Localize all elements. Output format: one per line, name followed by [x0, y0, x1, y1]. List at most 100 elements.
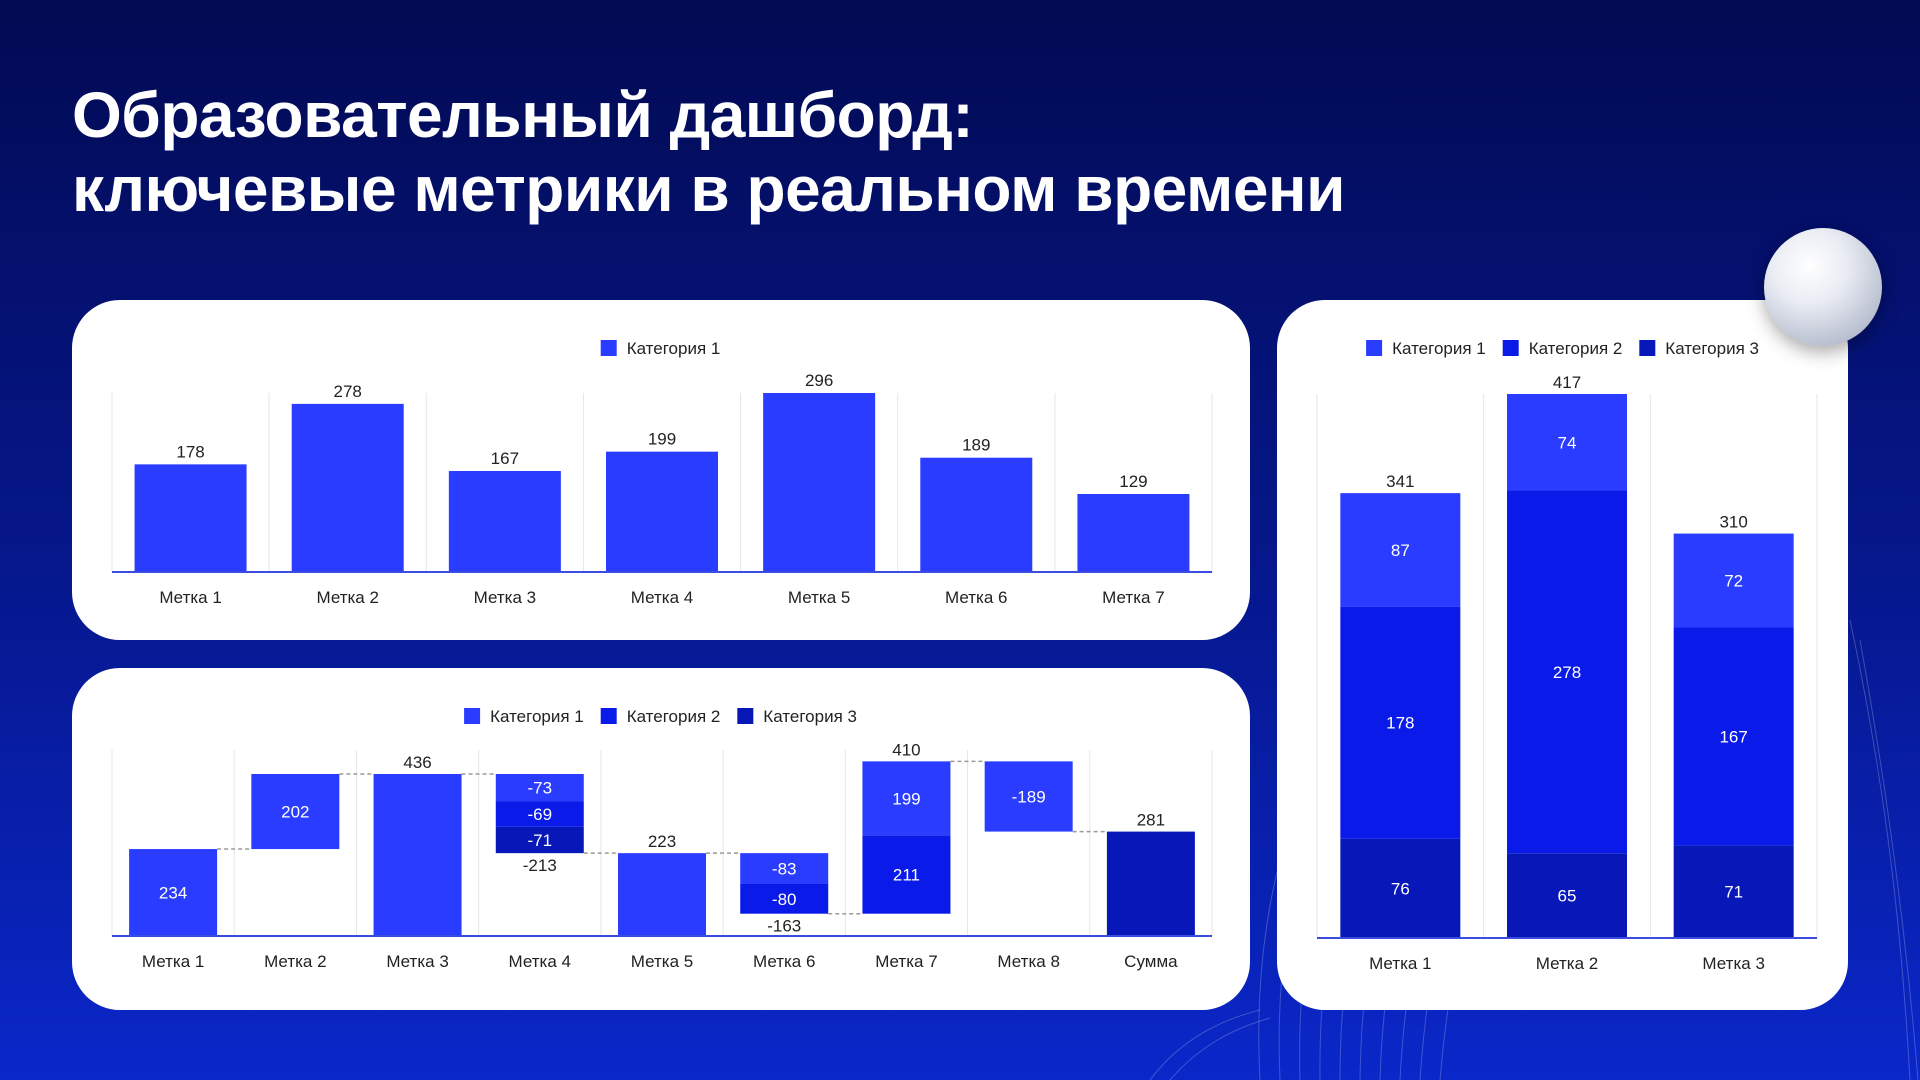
legend-label: Категория 1 — [1392, 339, 1486, 358]
bar-value-label: 296 — [805, 371, 833, 390]
stacked-bar-segment — [1507, 853, 1627, 938]
waterfall-chart: Категория 1 Категория 2 Категория 3 234 Метк… — [111, 707, 1213, 971]
stacked-chart-card: Категория 1 Категория 2 Категория 3 76 178 87… — [1277, 300, 1848, 1010]
segment-value-label: 234 — [159, 884, 187, 903]
x-tick-label: Метка 6 — [753, 952, 815, 971]
bar-total-label: 436 — [403, 753, 431, 772]
x-tick-label: Метка 1 — [1369, 954, 1431, 973]
bar-value-label: 189 — [962, 436, 990, 455]
bar-chart: Категория 1 178 Метка 1 278 Метка 2 167 Метка … — [111, 339, 1213, 607]
legend-swatch — [1502, 340, 1519, 356]
segment-value-label: 71 — [1724, 883, 1743, 902]
segment-value-label: 74 — [1558, 433, 1577, 452]
legend-swatch — [600, 708, 617, 724]
segment-value-label: -73 — [527, 779, 552, 798]
bar-delta-label: -213 — [523, 856, 557, 875]
legend-swatch — [1639, 340, 1656, 356]
segment-value-label: -69 — [527, 805, 552, 824]
waterfall-total-bar — [1106, 831, 1195, 936]
segment-value-label: 202 — [281, 803, 309, 822]
waterfall-bar-segment — [740, 883, 829, 914]
segment-value-label: 72 — [1724, 572, 1743, 591]
segment-value-label: -189 — [1012, 787, 1046, 806]
waterfall-bar-segment — [740, 853, 829, 884]
waterfall-total-bar — [373, 774, 462, 936]
x-tick-label: Метка 6 — [945, 588, 1007, 607]
legend-label: Категория 1 — [490, 707, 584, 726]
stacked-bar-segment — [1507, 490, 1627, 854]
stacked-bar-segment — [1340, 606, 1461, 839]
bar-total-label: 310 — [1719, 513, 1747, 532]
stacked-bar-segment — [1673, 627, 1794, 846]
segment-value-label: 87 — [1391, 541, 1410, 560]
waterfall-bar-segment — [495, 826, 584, 854]
bar — [763, 393, 876, 572]
x-tick-label: Метка 2 — [1536, 954, 1598, 973]
bar — [920, 457, 1033, 572]
x-tick-label: Метка 4 — [631, 588, 693, 607]
segment-value-label: 178 — [1386, 714, 1414, 733]
x-tick-label: Сумма — [1124, 952, 1178, 971]
x-tick-label: Метка 2 — [316, 588, 378, 607]
x-tick-label: Метка 1 — [159, 588, 221, 607]
x-tick-label: Метка 3 — [386, 952, 448, 971]
bar-total-label: 223 — [648, 832, 676, 851]
stacked-bar-segment — [1340, 838, 1461, 938]
waterfall-bar-segment — [251, 774, 340, 850]
segment-value-label: 211 — [893, 866, 920, 885]
legend-swatch — [737, 708, 754, 724]
bar-total-label: 341 — [1386, 472, 1414, 491]
segment-value-label: 278 — [1553, 663, 1581, 682]
x-tick-label: Метка 3 — [1702, 954, 1764, 973]
x-tick-label: Метка 7 — [1102, 588, 1164, 607]
segment-value-label: -71 — [527, 831, 552, 850]
segment-value-label: -83 — [772, 860, 797, 879]
x-tick-label: Метка 3 — [474, 588, 536, 607]
bar-delta-label: -163 — [767, 917, 801, 936]
bar-total-label: 410 — [892, 740, 920, 759]
stacked-bar-segment — [1507, 394, 1627, 491]
bar — [1077, 493, 1190, 572]
stacked-bar-segment — [1673, 845, 1794, 938]
waterfall-bar-segment — [129, 849, 218, 936]
x-tick-label: Метка 8 — [997, 952, 1059, 971]
segment-value-label: 167 — [1719, 727, 1747, 746]
bar-total-label: 281 — [1137, 811, 1165, 830]
segment-value-label: 199 — [892, 789, 920, 808]
waterfall-total-bar — [618, 853, 706, 936]
x-tick-label: Метка 4 — [509, 952, 571, 971]
legend-label: Категория 3 — [1665, 339, 1759, 358]
bar — [134, 464, 247, 572]
legend-swatch — [600, 340, 617, 356]
page-title-line-1: Образовательный дашборд: — [72, 79, 974, 151]
bar — [448, 471, 561, 572]
x-tick-label: Метка 1 — [142, 952, 204, 971]
stacked-bar-segment — [1340, 493, 1461, 607]
legend-swatch — [1366, 340, 1383, 356]
legend-label: Категория 1 — [627, 339, 721, 358]
legend-label: Категория 3 — [763, 707, 857, 726]
segment-value-label: 65 — [1558, 887, 1577, 906]
x-tick-label: Метка 5 — [631, 952, 693, 971]
page-title: Образовательный дашборд: ключевые метрик… — [72, 78, 1345, 226]
bar-value-label: 129 — [1119, 472, 1147, 491]
bar-value-label: 199 — [648, 430, 676, 449]
bar-value-label: 178 — [176, 442, 204, 461]
bar-total-label: 417 — [1553, 373, 1581, 392]
waterfall-bar-segment — [495, 774, 584, 802]
page-title-line-2: ключевые метрики в реальном времени — [72, 153, 1345, 225]
stacked-bar-segment — [1673, 533, 1794, 628]
legend-label: Категория 2 — [1529, 339, 1623, 358]
segment-value-label: -80 — [772, 890, 797, 909]
waterfall-bar-segment — [862, 761, 951, 836]
waterfall-bar-segment — [984, 761, 1073, 832]
legend-label: Категория 2 — [627, 707, 721, 726]
x-tick-label: Метка 7 — [875, 952, 937, 971]
waterfall-bar-segment — [495, 801, 584, 827]
bar-value-label: 278 — [334, 382, 362, 401]
segment-value-label: 76 — [1391, 879, 1410, 898]
bar — [606, 451, 718, 572]
stacked-bar-chart: Категория 1 Категория 2 Категория 3 76 178 87… — [1316, 339, 1818, 973]
waterfall-bar-segment — [862, 835, 951, 914]
legend-swatch — [464, 708, 481, 724]
